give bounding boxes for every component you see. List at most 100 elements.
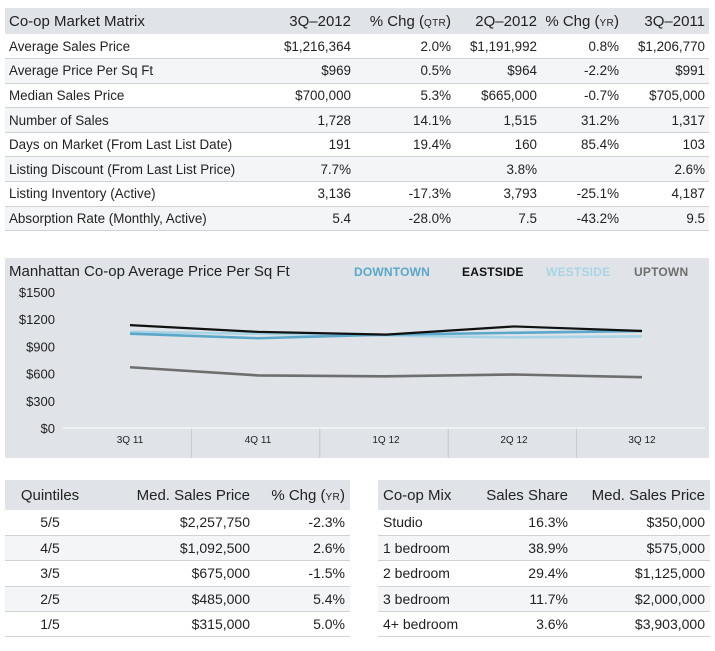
quintiles-cell-chg: -1.5%	[255, 560, 350, 587]
matrix-header-title: Co-op Market Matrix	[5, 8, 267, 34]
quintiles-cell-chg: 5.0%	[255, 611, 350, 638]
mix-row: 2 bedroom 29.4% $1,125,000	[378, 560, 710, 587]
y-tick-label: $0	[41, 421, 55, 436]
matrix-row: Average Sales Price $1,216,364 2.0% $1,191,…	[5, 34, 709, 60]
market-matrix-table: Co-op Market Matrix 3Q–2012 % Chg (QTR) …	[5, 8, 709, 232]
matrix-header-chg-yr: % Chg (YR)	[541, 8, 623, 34]
matrix-cell-metric: Average Sales Price	[5, 34, 267, 60]
mix-cell-price: $350,000	[573, 510, 710, 536]
matrix-cell-3q2011: 2.6%	[623, 156, 709, 183]
x-tick-label: 2Q 12	[500, 435, 528, 446]
matrix-cell-3q2011: 1,317	[623, 107, 709, 133]
quintiles-cell-price: $485,000	[95, 586, 255, 613]
matrix-header-chg-yr-suffix: )	[614, 12, 619, 30]
quintiles-row: 1/5 $315,000 5.0%	[5, 611, 350, 638]
mix-header-share: Sales Share	[478, 480, 573, 510]
mix-cell-type: 3 bedroom	[378, 586, 478, 613]
matrix-row: Average Price Per Sq Ft $969 0.5% $964 -2.2%…	[5, 58, 709, 84]
matrix-cell-3q2011: $991	[623, 58, 709, 84]
mix-cell-type: 1 bedroom	[378, 535, 478, 562]
matrix-cell-metric: Average Price Per Sq Ft	[5, 58, 267, 84]
quintiles-cell-chg: 2.6%	[255, 535, 350, 562]
matrix-row: Days on Market (From Last List Date) 191 1…	[5, 132, 709, 158]
price-per-sqft-chart: Manhattan Co-op Average Price Per Sq Ft …	[5, 258, 709, 458]
matrix-cell-2q2012: $665,000	[455, 83, 541, 109]
matrix-cell-chg-qtr: 0.5%	[355, 58, 455, 84]
matrix-cell-3q2011: $705,000	[623, 83, 709, 109]
matrix-cell-2q2012: 160	[455, 132, 541, 158]
quintiles-cell-quintile: 4/5	[5, 535, 95, 562]
quintiles-row: 5/5 $2,257,750 -2.3%	[5, 510, 350, 536]
matrix-cell-chg-qtr: 14.1%	[355, 107, 455, 133]
matrix-row: Listing Inventory (Active) 3,136 -17.3% 3,7…	[5, 181, 709, 207]
mix-cell-type: Studio	[378, 510, 478, 536]
mix-body: Studio 16.3% $350,000 1 bedroom 38.9% $575,00…	[378, 510, 710, 638]
matrix-cell-chg-yr: 85.4%	[541, 132, 623, 158]
coop-mix-table: Co-op Mix Sales Share Med. Sales Price S…	[378, 480, 710, 638]
matrix-row: Listing Discount (From Last List Price) 7…	[5, 156, 709, 183]
legend-downtown: DOWNTOWN	[354, 265, 431, 279]
y-tick-label: $600	[26, 367, 55, 382]
quintiles-cell-quintile: 3/5	[5, 560, 95, 587]
matrix-cell-chg-qtr: 5.3%	[355, 83, 455, 109]
matrix-cell-metric: Listing Discount (From Last List Price)	[5, 156, 267, 183]
matrix-header-chg-qtr-unit: QTR	[423, 17, 446, 29]
mix-cell-price: $1,125,000	[573, 560, 710, 587]
legend-uptown: UPTOWN	[634, 265, 689, 279]
matrix-cell-chg-qtr	[355, 156, 455, 183]
matrix-cell-chg-qtr: -28.0%	[355, 206, 455, 232]
matrix-cell-3q2011: $1,206,770	[623, 34, 709, 60]
mix-cell-type: 2 bedroom	[378, 560, 478, 587]
mix-cell-type: 4+ bedroom	[378, 611, 478, 638]
series-line-eastside	[129, 323, 643, 336]
matrix-cell-3q2012: 1,728	[267, 107, 355, 133]
matrix-header-chg-qtr-suffix: )	[446, 12, 451, 30]
matrix-cell-metric: Listing Inventory (Active)	[5, 181, 267, 207]
mix-cell-share: 38.9%	[478, 535, 573, 562]
quintiles-table: Quintiles Med. Sales Price % Chg (YR) 5/…	[5, 480, 350, 638]
x-tick-label: 1Q 12	[372, 435, 400, 446]
matrix-cell-3q2012: 5.4	[267, 206, 355, 232]
matrix-row: Number of Sales 1,728 14.1% 1,515 31.2% 1,317	[5, 107, 709, 133]
matrix-row: Absorption Rate (Monthly, Active) 5.4 -28.…	[5, 206, 709, 232]
matrix-cell-3q2012: 3,136	[267, 181, 355, 207]
mix-cell-price: $2,000,000	[573, 586, 710, 613]
quintiles-row: 2/5 $485,000 5.4%	[5, 586, 350, 613]
mix-row: 3 bedroom 11.7% $2,000,000	[378, 586, 710, 613]
matrix-cell-chg-qtr: 19.4%	[355, 132, 455, 158]
quintiles-cell-quintile: 2/5	[5, 586, 95, 613]
matrix-header-chg-qtr: % Chg (QTR)	[355, 8, 455, 34]
quintiles-cell-price: $2,257,750	[95, 510, 255, 536]
y-tick-label: $900	[26, 339, 55, 354]
quintiles-header-chg: % Chg (YR)	[255, 480, 350, 510]
x-tick-label: 3Q 12	[628, 435, 656, 446]
quintiles-header-chg-prefix: % Chg (	[271, 486, 326, 504]
quintiles-cell-chg: -2.3%	[255, 510, 350, 536]
quintiles-cell-chg: 5.4%	[255, 586, 350, 613]
quintiles-body: 5/5 $2,257,750 -2.3% 4/5 $1,092,500 2.6% 3/5 $6…	[5, 510, 350, 638]
matrix-cell-2q2012: 3,793	[455, 181, 541, 207]
mix-row: 1 bedroom 38.9% $575,000	[378, 535, 710, 562]
matrix-cell-2q2012: 3.8%	[455, 156, 541, 183]
y-tick-label: $300	[26, 394, 55, 409]
quintiles-header-chg-unit: YR	[325, 491, 340, 503]
matrix-header-chg-yr-unit: YR	[599, 17, 614, 29]
matrix-cell-chg-yr: -43.2%	[541, 206, 623, 232]
quintiles-header-quintiles: Quintiles	[5, 480, 95, 510]
matrix-cell-3q2011: 4,187	[623, 181, 709, 207]
quintiles-header-row: Quintiles Med. Sales Price % Chg (YR)	[5, 480, 350, 510]
matrix-header-chg-qtr-prefix: % Chg (	[369, 12, 424, 30]
quintiles-cell-quintile: 5/5	[5, 510, 95, 536]
matrix-body: Average Sales Price $1,216,364 2.0% $1,191,…	[5, 34, 709, 232]
mix-header-price: Med. Sales Price	[573, 480, 710, 510]
matrix-cell-chg-yr	[541, 156, 623, 183]
series-line-uptown	[129, 365, 643, 379]
y-tick-label: $1200	[19, 312, 55, 327]
mix-cell-share: 16.3%	[478, 510, 573, 536]
matrix-header-3q2011: 3Q–2011	[623, 8, 709, 34]
quintiles-row: 4/5 $1,092,500 2.6%	[5, 535, 350, 562]
matrix-cell-chg-yr: -25.1%	[541, 181, 623, 207]
matrix-cell-2q2012: $964	[455, 58, 541, 84]
quintiles-row: 3/5 $675,000 -1.5%	[5, 560, 350, 587]
matrix-cell-metric: Absorption Rate (Monthly, Active)	[5, 206, 267, 232]
